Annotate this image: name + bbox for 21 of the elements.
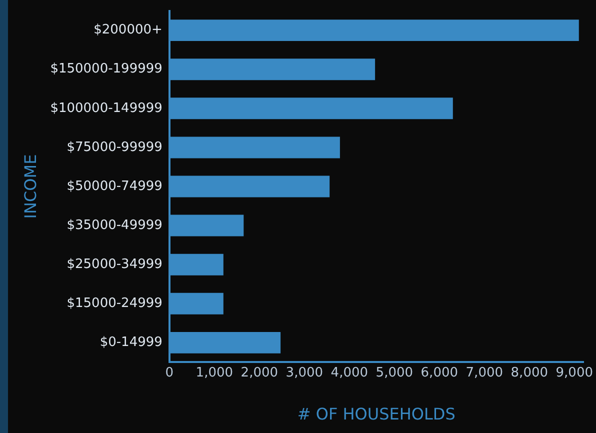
- y-tick-label: $75000-99999: [66, 140, 162, 155]
- x-tick-label: 0: [165, 365, 174, 380]
- y-axis-title: INCOME: [20, 154, 40, 219]
- y-tick-label: $100000-149999: [50, 100, 162, 116]
- x-tick-label: 6,000: [420, 365, 458, 380]
- x-tick-label: 4,000: [330, 365, 368, 380]
- x-tick-label: 9,000: [556, 365, 593, 380]
- y-tick-label: $50000-74999: [66, 178, 162, 194]
- x-tick-label: 1,000: [196, 365, 234, 380]
- y-tick-label: $15000-24999: [66, 296, 162, 312]
- y-tick-label: $25000-34999: [66, 256, 162, 272]
- y-tick-label: $0-14999: [100, 335, 162, 350]
- x-tick-label: 5,000: [376, 365, 414, 380]
- x-tick-label: 8,000: [510, 365, 548, 380]
- y-tick-label: $200000+: [94, 22, 162, 38]
- x-tick-label: 7,000: [466, 365, 504, 380]
- y-tick-label: $150000-199999: [50, 62, 162, 77]
- x-axis-title: # OF HOUSEHOLDS: [297, 404, 456, 424]
- y-tick-label: $35000-49999: [66, 218, 162, 233]
- x-tick-label: 2,000: [240, 365, 278, 380]
- x-tick-label: 3,000: [286, 365, 324, 380]
